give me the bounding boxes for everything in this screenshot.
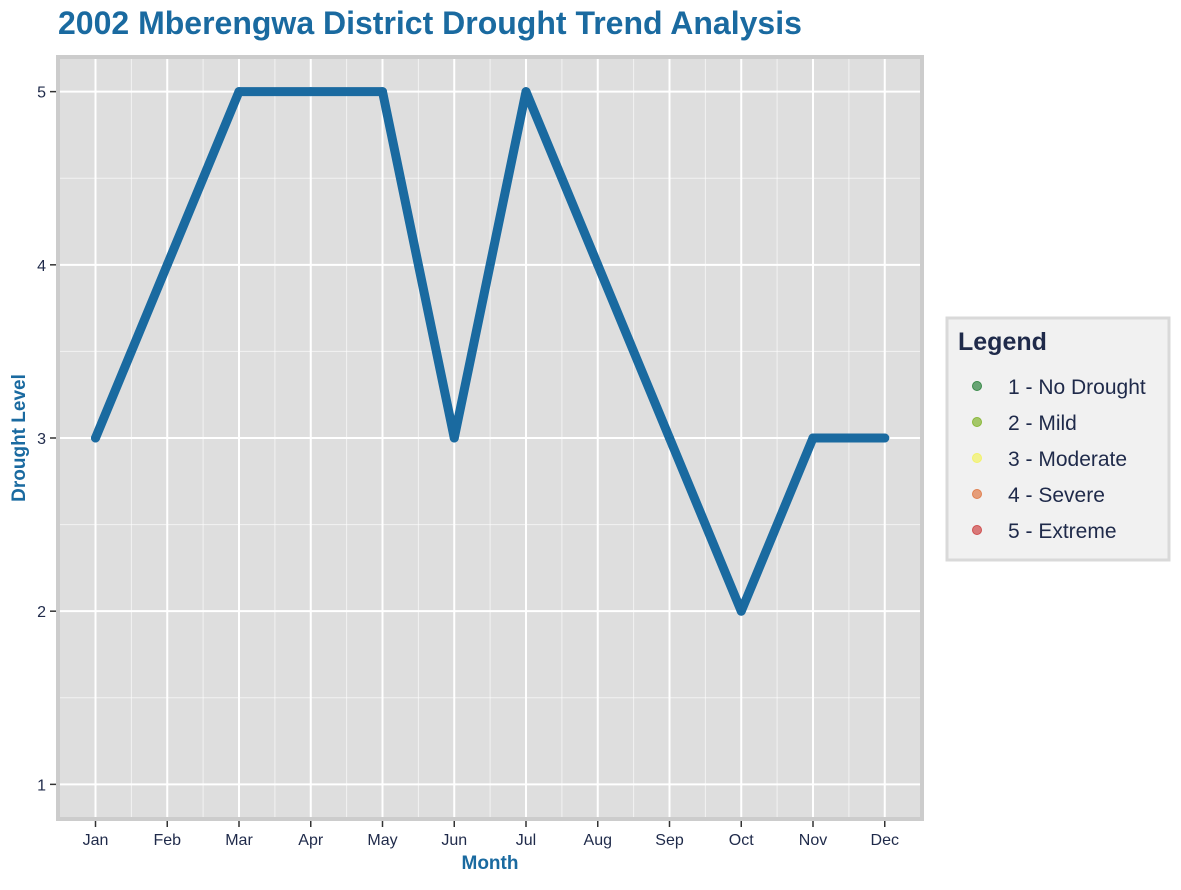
y-tick-label: 2 [37, 604, 46, 621]
legend-label: 3 - Moderate [1008, 448, 1127, 471]
x-tick-label: Aug [584, 832, 612, 849]
data-point [306, 87, 316, 97]
series-layer [91, 87, 890, 616]
legend-label: 2 - Mild [1008, 412, 1077, 435]
legend-label: 5 - Extreme [1008, 520, 1117, 543]
y-tick-label: 3 [37, 431, 46, 448]
x-tick-label: Apr [298, 832, 324, 849]
legend-key [972, 489, 982, 499]
data-point [91, 433, 100, 443]
x-tick-label: Sep [655, 832, 684, 849]
y-axis-title: Drought Level [9, 374, 30, 502]
x-axis-ticks: Jan Feb Mar Apr May Jun Jul Aug Sep Oct Nov Dec [83, 821, 899, 849]
x-tick-label: May [367, 832, 397, 849]
legend-key [972, 381, 982, 391]
x-tick-label: Jan [83, 832, 109, 849]
legend-box [945, 316, 1171, 562]
data-point [808, 433, 818, 443]
y-axis-ticks: 1 2 3 4 5 [37, 85, 56, 794]
legend-key [972, 525, 982, 535]
grid-lines [60, 59, 920, 817]
series-line [91, 87, 890, 616]
legend: Legend 1 - No Drought 2 - Mild 3 - Moderat… [945, 316, 1171, 562]
y-tick-label: 5 [37, 85, 46, 102]
legend-key [972, 417, 982, 427]
legend-items: 1 - No Drought 2 - Mild 3 - Moderate 4 - Se… [972, 376, 1146, 543]
y-tick-label: 4 [37, 258, 46, 275]
x-tick-label: Feb [153, 832, 181, 849]
x-tick-label: Oct [729, 832, 754, 849]
data-point [521, 87, 531, 97]
data-point [665, 433, 674, 443]
x-tick-label: Dec [871, 832, 899, 849]
y-tick-label: 1 [37, 777, 46, 794]
chart-title: 2002 Mberengwa District Drought Trend An… [58, 5, 802, 41]
legend-key [972, 453, 982, 463]
legend-label: 4 - Severe [1008, 484, 1105, 507]
legend-title: Legend [958, 328, 1047, 356]
x-axis-title: Month [462, 853, 519, 874]
x-tick-label: Jun [441, 832, 467, 849]
x-tick-label: Mar [225, 832, 253, 849]
data-point [162, 260, 172, 270]
data-point [736, 606, 746, 616]
legend-label: 1 - No Drought [1008, 376, 1146, 399]
x-tick-label: Nov [799, 832, 827, 849]
data-point [234, 87, 244, 97]
data-point [880, 433, 890, 443]
x-tick-label: Jul [516, 832, 536, 849]
data-point [593, 260, 603, 270]
data-point [449, 433, 459, 443]
data-point [378, 87, 387, 97]
